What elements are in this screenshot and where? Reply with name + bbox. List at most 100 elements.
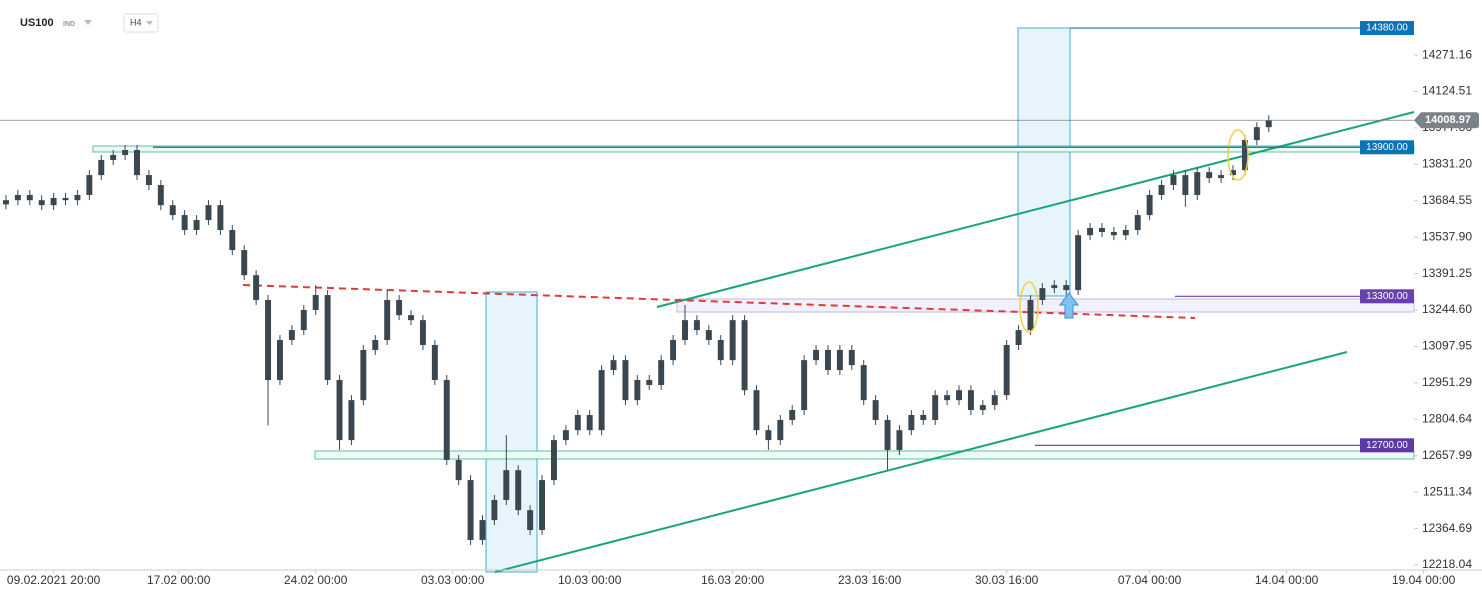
candle-body bbox=[1182, 175, 1189, 195]
y-tick-label: 13244.60 bbox=[1422, 302, 1472, 316]
candle-body bbox=[777, 419, 784, 441]
candle-body bbox=[824, 349, 831, 371]
candle-body bbox=[181, 215, 188, 230]
x-tick-label: 24.02 00:00 bbox=[284, 573, 348, 587]
timeframe-box[interactable] bbox=[123, 13, 159, 33]
candle-body bbox=[979, 405, 986, 411]
candle-body bbox=[419, 320, 426, 345]
candle-body bbox=[872, 400, 879, 420]
candle-body bbox=[1003, 344, 1010, 396]
y-tick-label: 12511.34 bbox=[1423, 484, 1472, 498]
candle-body bbox=[1063, 285, 1070, 291]
candle-body bbox=[157, 185, 164, 206]
resistance-line bbox=[242, 284, 1196, 319]
candle-body bbox=[134, 150, 140, 176]
y-tick-label: 12657.99 bbox=[1422, 448, 1472, 462]
candle-body bbox=[26, 194, 33, 201]
candle-body bbox=[682, 320, 688, 341]
candle-body bbox=[1098, 228, 1105, 232]
candle-body bbox=[205, 205, 212, 221]
zone bbox=[676, 298, 1415, 313]
candle-body bbox=[145, 175, 152, 186]
candle-body bbox=[14, 194, 21, 201]
last-price-label: 14008.97 bbox=[1425, 114, 1471, 126]
candle-body bbox=[336, 380, 343, 441]
symbol[interactable]: US100 bbox=[20, 17, 54, 29]
highlight bbox=[1227, 129, 1249, 181]
candle-body bbox=[848, 349, 855, 366]
candle-body bbox=[896, 430, 903, 451]
candle-body bbox=[455, 459, 462, 481]
candle-body bbox=[1230, 170, 1236, 176]
candle-body bbox=[598, 370, 605, 431]
y-tick-label: 12218.04 bbox=[1422, 557, 1472, 571]
y-tick-label: 13391.25 bbox=[1422, 266, 1472, 280]
candle-body bbox=[717, 340, 724, 361]
candle-body bbox=[276, 340, 283, 380]
x-tick-label: 03.03 00:00 bbox=[421, 573, 485, 587]
x-tick-label: 23.03 16:00 bbox=[838, 573, 902, 587]
candle-body bbox=[550, 440, 557, 481]
plot bbox=[2, 115, 1272, 545]
candle-body bbox=[705, 330, 712, 341]
candle-body bbox=[50, 197, 57, 206]
candle-body bbox=[2, 200, 9, 205]
trend-line bbox=[656, 111, 1415, 308]
candle-body bbox=[1158, 185, 1165, 195]
x-tick-label: 16.03 20:00 bbox=[701, 573, 765, 587]
candle-body bbox=[229, 229, 236, 251]
candle-body bbox=[1051, 285, 1058, 289]
y-tick-label: 13684.55 bbox=[1422, 193, 1472, 207]
candle-body bbox=[62, 197, 69, 201]
candle-body bbox=[1253, 127, 1260, 141]
x-tick-label: 10.03 00:00 bbox=[558, 573, 622, 587]
candle-body bbox=[1206, 172, 1213, 179]
candle-body bbox=[765, 430, 772, 441]
candle-body bbox=[193, 220, 200, 230]
candle-body bbox=[693, 320, 700, 331]
candle-body bbox=[360, 349, 367, 401]
dropdown-arrow[interactable] bbox=[84, 20, 92, 25]
candle-body bbox=[288, 330, 295, 341]
candle-body bbox=[527, 510, 534, 531]
candle-body bbox=[801, 360, 808, 411]
x-tick-label: 17.02 00:00 bbox=[147, 573, 211, 587]
candle-body bbox=[241, 250, 248, 276]
highlight bbox=[1019, 281, 1039, 333]
y-tick-label: 13537.90 bbox=[1422, 229, 1472, 243]
candle-body bbox=[1170, 175, 1177, 186]
candle-body bbox=[408, 315, 414, 321]
candle-body bbox=[312, 295, 319, 310]
last-price-box bbox=[1414, 112, 1479, 129]
y-tick-label: 14271.16 bbox=[1422, 47, 1472, 61]
candle-body bbox=[634, 380, 641, 401]
candle-body bbox=[622, 360, 629, 401]
x-tick-label: 14.04 00:00 bbox=[1255, 573, 1319, 587]
measure-box bbox=[1017, 27, 1071, 297]
y-tick-label: 12951.29 bbox=[1422, 375, 1472, 389]
candle-body bbox=[467, 480, 474, 540]
x-tick-label: 09.02.2021 20:00 bbox=[7, 573, 101, 587]
trend-line bbox=[494, 351, 1348, 573]
candle-body bbox=[324, 295, 331, 380]
candle-body bbox=[836, 349, 843, 371]
level-label-box bbox=[1360, 289, 1414, 304]
candle-body bbox=[491, 499, 498, 521]
candle-body bbox=[1110, 231, 1117, 236]
candle-body bbox=[396, 300, 403, 316]
market: IND bbox=[63, 21, 75, 28]
candle-body bbox=[348, 400, 355, 441]
y-tick-label: 13097.95 bbox=[1422, 339, 1472, 353]
timeframe[interactable]: H4 bbox=[130, 17, 142, 27]
candle-body bbox=[98, 159, 105, 176]
candle-body bbox=[86, 175, 93, 195]
candle-body bbox=[991, 395, 998, 406]
candle-body bbox=[1087, 228, 1094, 236]
candle-body bbox=[443, 380, 450, 460]
level-label: 12700.00 bbox=[1366, 440, 1408, 451]
candle-body bbox=[610, 360, 617, 371]
candle-body bbox=[1218, 175, 1225, 179]
candle-body bbox=[753, 390, 760, 431]
candle-body bbox=[1015, 330, 1022, 345]
